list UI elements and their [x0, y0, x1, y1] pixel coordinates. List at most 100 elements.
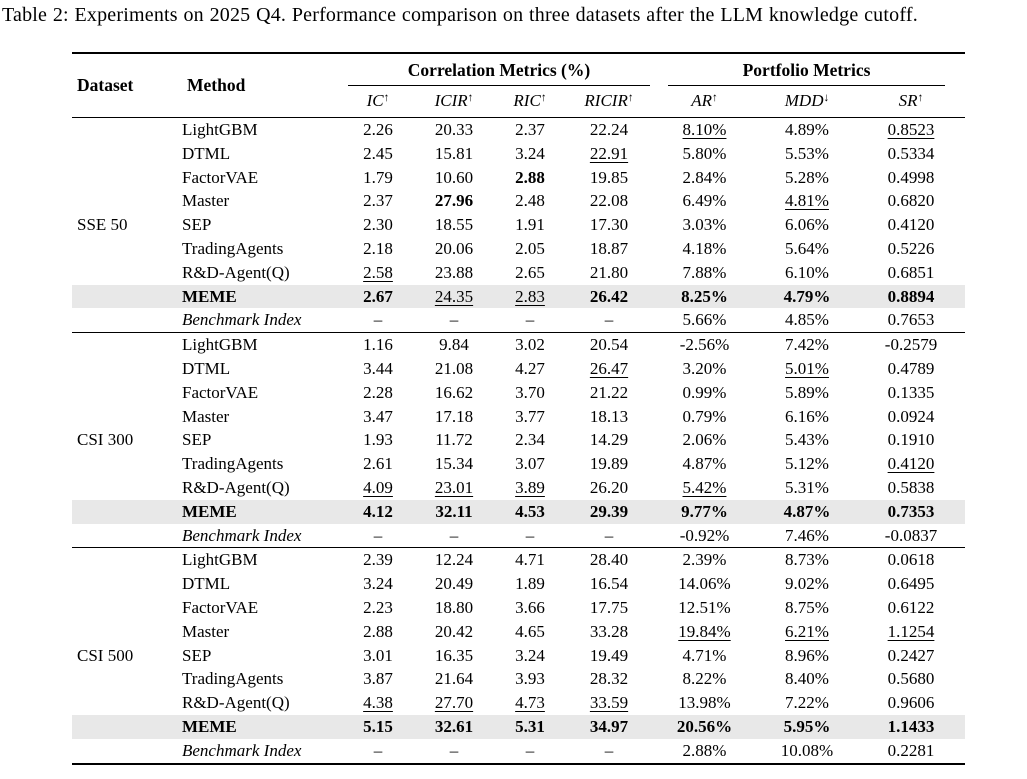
metric-cell: 3.89	[515, 477, 545, 497]
metric-cell: 2.34	[515, 430, 545, 450]
metric-cell: 23.88	[434, 262, 474, 282]
metric-cell: –	[525, 310, 535, 330]
metric-cell: 2.37	[515, 120, 545, 139]
metric-cell: 22.91	[589, 143, 629, 163]
dataset-label	[72, 166, 182, 190]
col-header-ric: RIC↑	[494, 86, 566, 118]
metric-cell: 20.33	[434, 120, 474, 139]
metric-cell: 0.6820	[887, 191, 935, 211]
metric-cell: 19.84%	[678, 621, 731, 641]
dataset-label	[72, 667, 182, 691]
metric-cell: 4.18%	[682, 238, 727, 258]
metric-cell: 27.70	[434, 693, 474, 713]
metric-cell: –	[449, 740, 459, 760]
metric-cell: –	[373, 740, 383, 760]
table-row: MEME 4.12 32.11 4.53 29.39 9.77% 4.87% 0.7353	[72, 499, 965, 524]
metric-cell: 17.30	[589, 215, 629, 235]
table-row: FactorVAE 2.28 16.62 3.70 21.22 0.99% 5.89% 0.1…	[72, 381, 965, 405]
metric-cell: 4.79%	[783, 286, 831, 306]
method-cell: Master	[182, 191, 230, 211]
metric-cell: 18.13	[589, 406, 629, 426]
metric-cell: 17.18	[434, 406, 474, 426]
metric-cell: 0.2281	[887, 740, 935, 760]
metric-cell: –	[449, 525, 459, 545]
dataset-label	[72, 285, 182, 309]
metric-cell: 2.88%	[682, 740, 727, 760]
metric-cell: 8.10%	[682, 120, 727, 139]
metric-cell: 7.42%	[757, 332, 857, 357]
metric-cell: 2.37	[363, 191, 393, 211]
table-row: R&D-Agent(Q) 4.38 27.70 4.73 33.59 13.98% 7.22…	[72, 691, 965, 715]
metric-cell: 28.32	[589, 669, 629, 689]
col-header-mdd: MDD↓	[757, 86, 857, 118]
method-cell: Benchmark Index	[182, 525, 302, 545]
method-cell: R&D-Agent(Q)	[182, 262, 290, 282]
metric-cell: 0.5226	[887, 238, 935, 258]
table-row: CSI 300 SEP 1.93 11.72 2.34 14.29 2.06% 5.43% 0.…	[72, 428, 965, 452]
metric-cell: 0.99%	[682, 382, 727, 402]
metric-cell: 2.84%	[682, 167, 727, 187]
dataset-label	[72, 357, 182, 381]
metric-cell: 2.39%	[652, 547, 757, 573]
metric-cell: -0.92%	[679, 525, 730, 545]
metric-cell: 28.40	[566, 547, 652, 573]
method-cell: Master	[182, 406, 230, 426]
metric-cell: 10.60	[434, 167, 474, 187]
dataset-label	[72, 261, 182, 285]
metric-cell: 0.5838	[887, 477, 935, 497]
col-header-ar: AR↑	[652, 86, 757, 118]
metric-cell: 26.42	[589, 286, 629, 306]
dataset-column-header: Dataset	[72, 53, 182, 118]
metric-cell: –	[525, 525, 535, 545]
table-row: DTML 3.24 20.49 1.89 16.54 14.06% 9.02% 0.6495	[72, 572, 965, 596]
metric-cell: 20.06	[434, 238, 474, 258]
metric-cell: –	[373, 525, 383, 545]
metric-cell: 32.61	[434, 716, 474, 736]
method-column-header: Method	[182, 53, 342, 118]
metric-cell: 4.38	[363, 693, 393, 713]
metric-cell: 3.47	[363, 406, 393, 426]
metric-cell: 4.81%	[785, 191, 829, 211]
metric-cell: -2.56%	[652, 332, 757, 357]
col-header-icir: ICIR↑	[414, 86, 494, 118]
metric-cell: 4.71%	[682, 645, 727, 665]
metric-cell: 3.24	[515, 143, 545, 163]
metric-cell: 2.39	[342, 547, 414, 573]
dataset-label	[72, 547, 182, 573]
up-arrow-icon: ↑	[712, 92, 718, 104]
metric-cell: 5.28%	[785, 167, 829, 187]
results-table: Dataset Method Correlation Metrics (%) P…	[72, 52, 965, 765]
metric-cell: 15.34	[434, 454, 474, 474]
table-row: FactorVAE 2.23 18.80 3.66 17.75 12.51% 8.75% 0.…	[72, 596, 965, 620]
method-cell: TradingAgents	[182, 669, 284, 689]
metric-cell: 11.72	[435, 430, 473, 450]
metric-cell: 3.01	[363, 645, 393, 665]
metric-cell: 0.1910	[887, 430, 935, 450]
up-arrow-icon: ↑	[467, 92, 474, 104]
metric-cell: 14.06%	[678, 574, 731, 594]
method-cell: SEP	[182, 430, 212, 450]
metric-cell: 0.9606	[887, 693, 935, 713]
up-arrow-icon: ↑	[627, 92, 634, 104]
metric-cell: 18.80	[434, 597, 474, 617]
metric-cell: 9.77%	[681, 501, 728, 521]
dataset-label: SSE 50	[77, 215, 128, 235]
metric-cell: 3.77	[515, 406, 545, 426]
metric-cell: 5.80%	[682, 143, 727, 163]
metric-cell: 5.89%	[785, 382, 829, 402]
table-row: LightGBM 1.16 9.84 3.02 20.54 -2.56% 7.42% -0.2…	[72, 332, 965, 357]
metric-cell: 5.31%	[785, 477, 829, 497]
metric-cell: 34.97	[589, 716, 629, 736]
table-body: LightGBM 2.26 20.33 2.37 22.24 8.10% 4.89% 0.85…	[72, 118, 965, 764]
metric-cell: 4.73	[515, 693, 545, 713]
dataset-label	[72, 381, 182, 405]
metric-cell: 12.24	[414, 547, 494, 573]
method-cell: Benchmark Index	[182, 740, 302, 760]
metric-cell: 20.49	[434, 574, 474, 594]
method-cell: FactorVAE	[182, 597, 259, 617]
metric-cell: 0.7353	[887, 501, 935, 521]
metric-cell: 8.40%	[785, 669, 829, 689]
metric-cell: 19.89	[589, 454, 629, 474]
metric-cell: 5.01%	[785, 358, 829, 378]
metric-cell: 33.28	[589, 621, 629, 641]
